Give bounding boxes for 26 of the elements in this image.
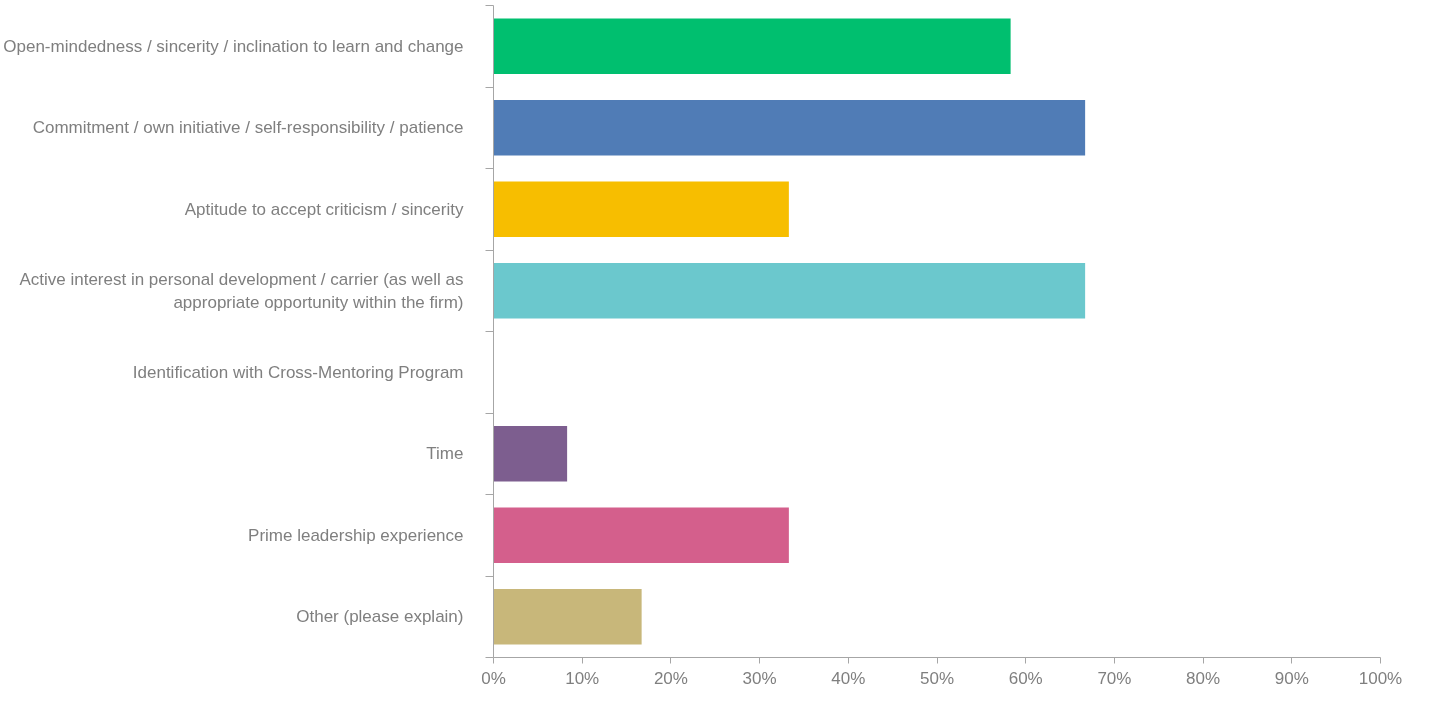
y-tick-label: Prime leadership experience	[248, 525, 464, 545]
y-tick-label: Other (please explain)	[296, 607, 464, 627]
y-tick-label: Active interest in personal development / carrier (as well as appropriate opportunity within the firm)	[19, 269, 464, 312]
x-tick-label: 10%	[565, 668, 600, 688]
bar	[493, 426, 568, 482]
bar	[493, 18, 1011, 74]
x-tick-label: 40%	[831, 668, 866, 688]
x-tick-label: 80%	[1186, 668, 1221, 688]
x-tick-label: 50%	[919, 668, 955, 688]
x-tick-label: 30%	[742, 668, 777, 688]
bar	[493, 589, 642, 645]
y-tick-label: Aptitude to accept criticism / sincerity	[184, 199, 464, 219]
bar	[493, 507, 789, 563]
x-tick-label: 70%	[1097, 668, 1132, 688]
x-tick-label: 90%	[1274, 668, 1309, 688]
x-tick-label: 0%	[481, 668, 506, 688]
x-tick-label: 100%	[1358, 668, 1403, 688]
y-tick-label: Open-mindedness / sincerity / inclination to learn and change	[3, 36, 464, 56]
y-tick-label: Time	[426, 444, 464, 464]
x-tick-label: 20%	[653, 668, 688, 688]
x-tick-label: 60%	[1008, 668, 1043, 688]
bar	[493, 263, 1086, 319]
y-tick-label: Identification with Cross-Mentoring Program	[132, 362, 464, 382]
y-tick-label: Commitment / own initiative / self-responsibility / patience	[32, 118, 464, 138]
bar	[493, 181, 789, 237]
bar	[493, 100, 1086, 156]
